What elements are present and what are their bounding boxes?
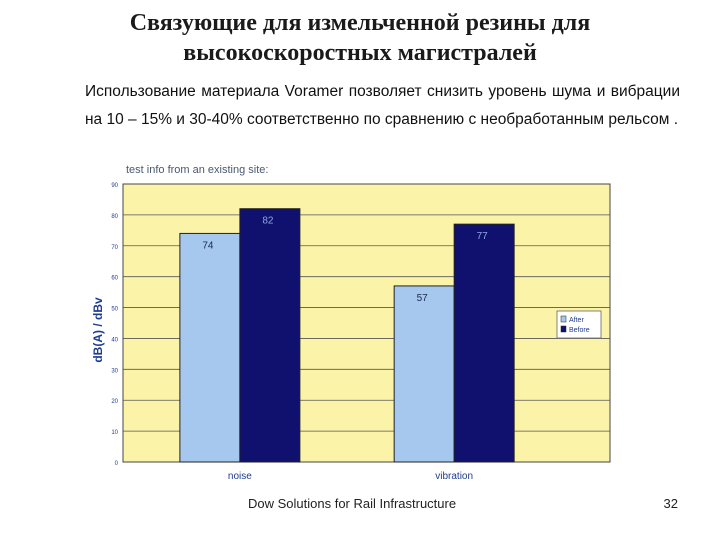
legend-box: [556, 310, 602, 339]
data-label: 74: [202, 240, 214, 251]
legend-label-after: After: [569, 317, 584, 324]
y-tick-label: 40: [111, 337, 118, 343]
slide-title-line-1: Связующие для измельченной резины для: [129, 10, 591, 36]
y-tick-label: 20: [111, 399, 118, 405]
bar-before-noise: [239, 208, 301, 463]
data-label: 77: [477, 231, 489, 242]
y-tick-label: 50: [111, 307, 118, 313]
slide-title-line-2: высокоскоростных магистралей: [183, 40, 537, 66]
slide-title: Связующие для измельченной резины для вы…: [40, 8, 680, 68]
bar-after-vibration: [393, 285, 455, 463]
y-tick-label: 90: [111, 183, 118, 189]
y-tick-label: 60: [111, 276, 118, 282]
data-label: 82: [262, 216, 274, 227]
x-category-label: vibration: [435, 471, 473, 482]
page-number: 32: [663, 496, 678, 511]
legend-swatch-before: [560, 325, 567, 333]
y-tick-label: 30: [111, 368, 118, 374]
y-tick-label: 70: [111, 245, 118, 251]
x-category-label: noise: [228, 471, 252, 482]
y-tick-label: 80: [111, 214, 118, 220]
legend-swatch-after: [560, 315, 567, 323]
y-axis-label: dB(A) / dBv: [91, 297, 105, 363]
footer-text: Dow Solutions for Rail Infrastructure: [248, 496, 457, 511]
legend-label-before: Before: [569, 327, 590, 334]
chart-title: test info from an existing site:: [126, 164, 268, 176]
slide-paragraph: Использование материала Voramer позволяе…: [85, 83, 680, 128]
bar-after-noise: [179, 232, 241, 463]
data-label: 57: [417, 293, 429, 304]
y-tick-label: 10: [111, 430, 118, 436]
bar-before-vibration: [453, 223, 515, 463]
y-tick-label: 0: [115, 461, 119, 467]
